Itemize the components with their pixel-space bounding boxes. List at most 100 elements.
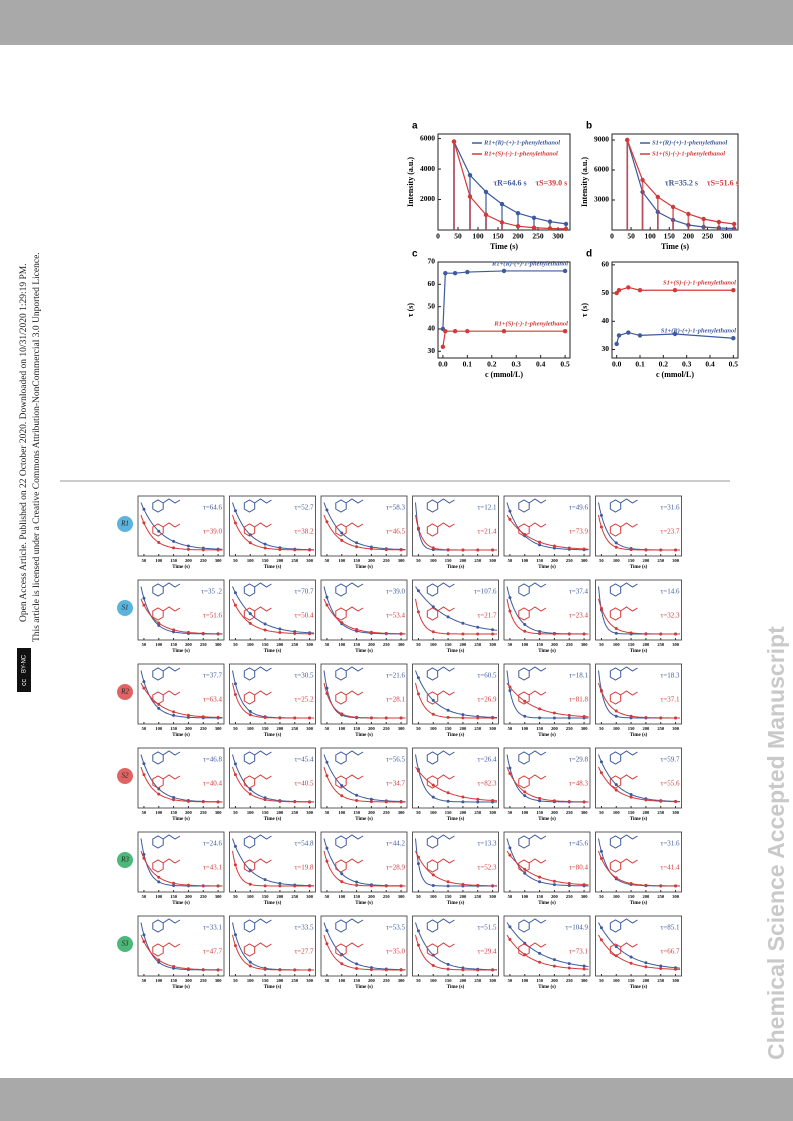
data-point [547, 219, 553, 224]
molecule [152, 835, 164, 849]
decay-point [659, 716, 663, 720]
decay-point [508, 689, 512, 693]
mini-frame [320, 831, 408, 893]
decay-curve [598, 766, 681, 803]
x-axis-label: Time (s) [264, 649, 282, 654]
decay-point [340, 872, 344, 876]
molecule-chain [162, 942, 181, 948]
decay-point [325, 595, 329, 599]
molecule-chain [620, 834, 638, 840]
decay-point [644, 548, 648, 552]
decay-point [325, 760, 329, 764]
x-tick-label: 300 [581, 726, 589, 731]
decay-point [582, 632, 586, 636]
decay-point [186, 547, 190, 551]
row-badge [117, 936, 133, 952]
decay-point [308, 548, 312, 552]
molecule-chain [528, 918, 547, 924]
decay-point [476, 625, 480, 629]
x-axis-label: Time (s) [264, 565, 282, 570]
molecule [152, 919, 164, 933]
row-label: S2 [122, 772, 130, 780]
molecule [609, 607, 622, 621]
x-tick-label: 200 [512, 232, 524, 241]
decay-point [508, 937, 512, 941]
x-tick-label: 200 [460, 558, 468, 563]
x-tick-label: 100 [430, 894, 438, 899]
data-point [616, 333, 622, 338]
decay-point [355, 541, 359, 545]
x-tick-label: 200 [551, 642, 559, 647]
molecule [426, 751, 439, 765]
decay-point [369, 968, 373, 972]
decay-point [491, 632, 495, 636]
x-tick-label: 50 [599, 642, 604, 647]
data-point [655, 194, 661, 200]
x-tick-label: 150 [628, 810, 636, 815]
decay-point [491, 628, 495, 632]
x-axis-label: Time (s) [355, 733, 373, 738]
x-tick-label: 50 [142, 894, 147, 899]
x-axis-label: c (mmol/L) [656, 370, 694, 379]
decay-point [461, 800, 465, 804]
molecule [243, 943, 256, 957]
decay-curve [323, 922, 406, 971]
panel-letter: c [412, 249, 418, 260]
watermark: Chemical Science Accepted Manuscript [763, 626, 789, 1060]
x-tick-label: 150 [628, 978, 636, 983]
molecule [609, 751, 622, 765]
decay-point [278, 968, 282, 972]
decay-point [172, 630, 176, 634]
decay-curve [323, 850, 406, 887]
decay-point [325, 520, 329, 524]
data-point [563, 226, 569, 231]
x-tick-label: 50 [325, 894, 330, 899]
plot-frame [611, 261, 739, 359]
x-tick-label: 150 [536, 558, 544, 563]
x-tick-label: 150 [353, 726, 361, 731]
decay-point [355, 545, 359, 549]
decay-curve [323, 598, 406, 635]
tau-label: τ=50.4 [294, 612, 314, 620]
x-tick-label: 300 [581, 978, 589, 983]
tau-label: τ=66.7 [660, 948, 680, 956]
y-tick-label: 30 [602, 344, 610, 353]
x-tick-label: 200 [185, 726, 193, 731]
x-axis-label: Time (s) [630, 565, 648, 570]
x-tick-label: 150 [536, 978, 544, 983]
x-axis-label: Time (s) [447, 985, 465, 990]
data-point [731, 288, 736, 293]
decay-point [278, 631, 282, 635]
decay-point [431, 630, 435, 634]
molecule-chain [254, 774, 272, 780]
x-axis-label: Time (s) [264, 733, 282, 738]
badge-license: BY-NC [22, 654, 28, 673]
decay-point [157, 880, 161, 884]
molecule-chain [162, 774, 181, 780]
decay-point [476, 968, 480, 972]
data-point [443, 270, 448, 276]
x-tick-label: 50 [508, 558, 513, 563]
tau-label: τ=38.2 [294, 528, 314, 536]
decay-point [233, 509, 237, 513]
decay-point [431, 783, 435, 787]
x-tick-label: 250 [566, 810, 574, 815]
tau-label: τ=55.6 [660, 780, 680, 788]
x-tick-label: 200 [277, 978, 285, 983]
decay-point [263, 622, 267, 626]
x-axis-label: c (mmol/L) [485, 370, 523, 379]
x-tick-label: 200 [368, 894, 376, 899]
plot-frame [437, 261, 571, 359]
mini-frame [503, 579, 591, 641]
decay-point [340, 794, 344, 798]
decay-point [431, 698, 435, 702]
x-tick-label: 250 [291, 558, 299, 563]
x-tick-label: 300 [721, 232, 733, 241]
tau-label: τ=52.3 [477, 864, 497, 872]
mini-frame [137, 915, 225, 977]
decay-point [201, 800, 205, 804]
tau-label: τ=51.5 [477, 924, 497, 932]
x-tick-label: 200 [185, 978, 193, 983]
molecule-chain [437, 774, 455, 780]
x-tick-label: 100 [472, 232, 484, 241]
